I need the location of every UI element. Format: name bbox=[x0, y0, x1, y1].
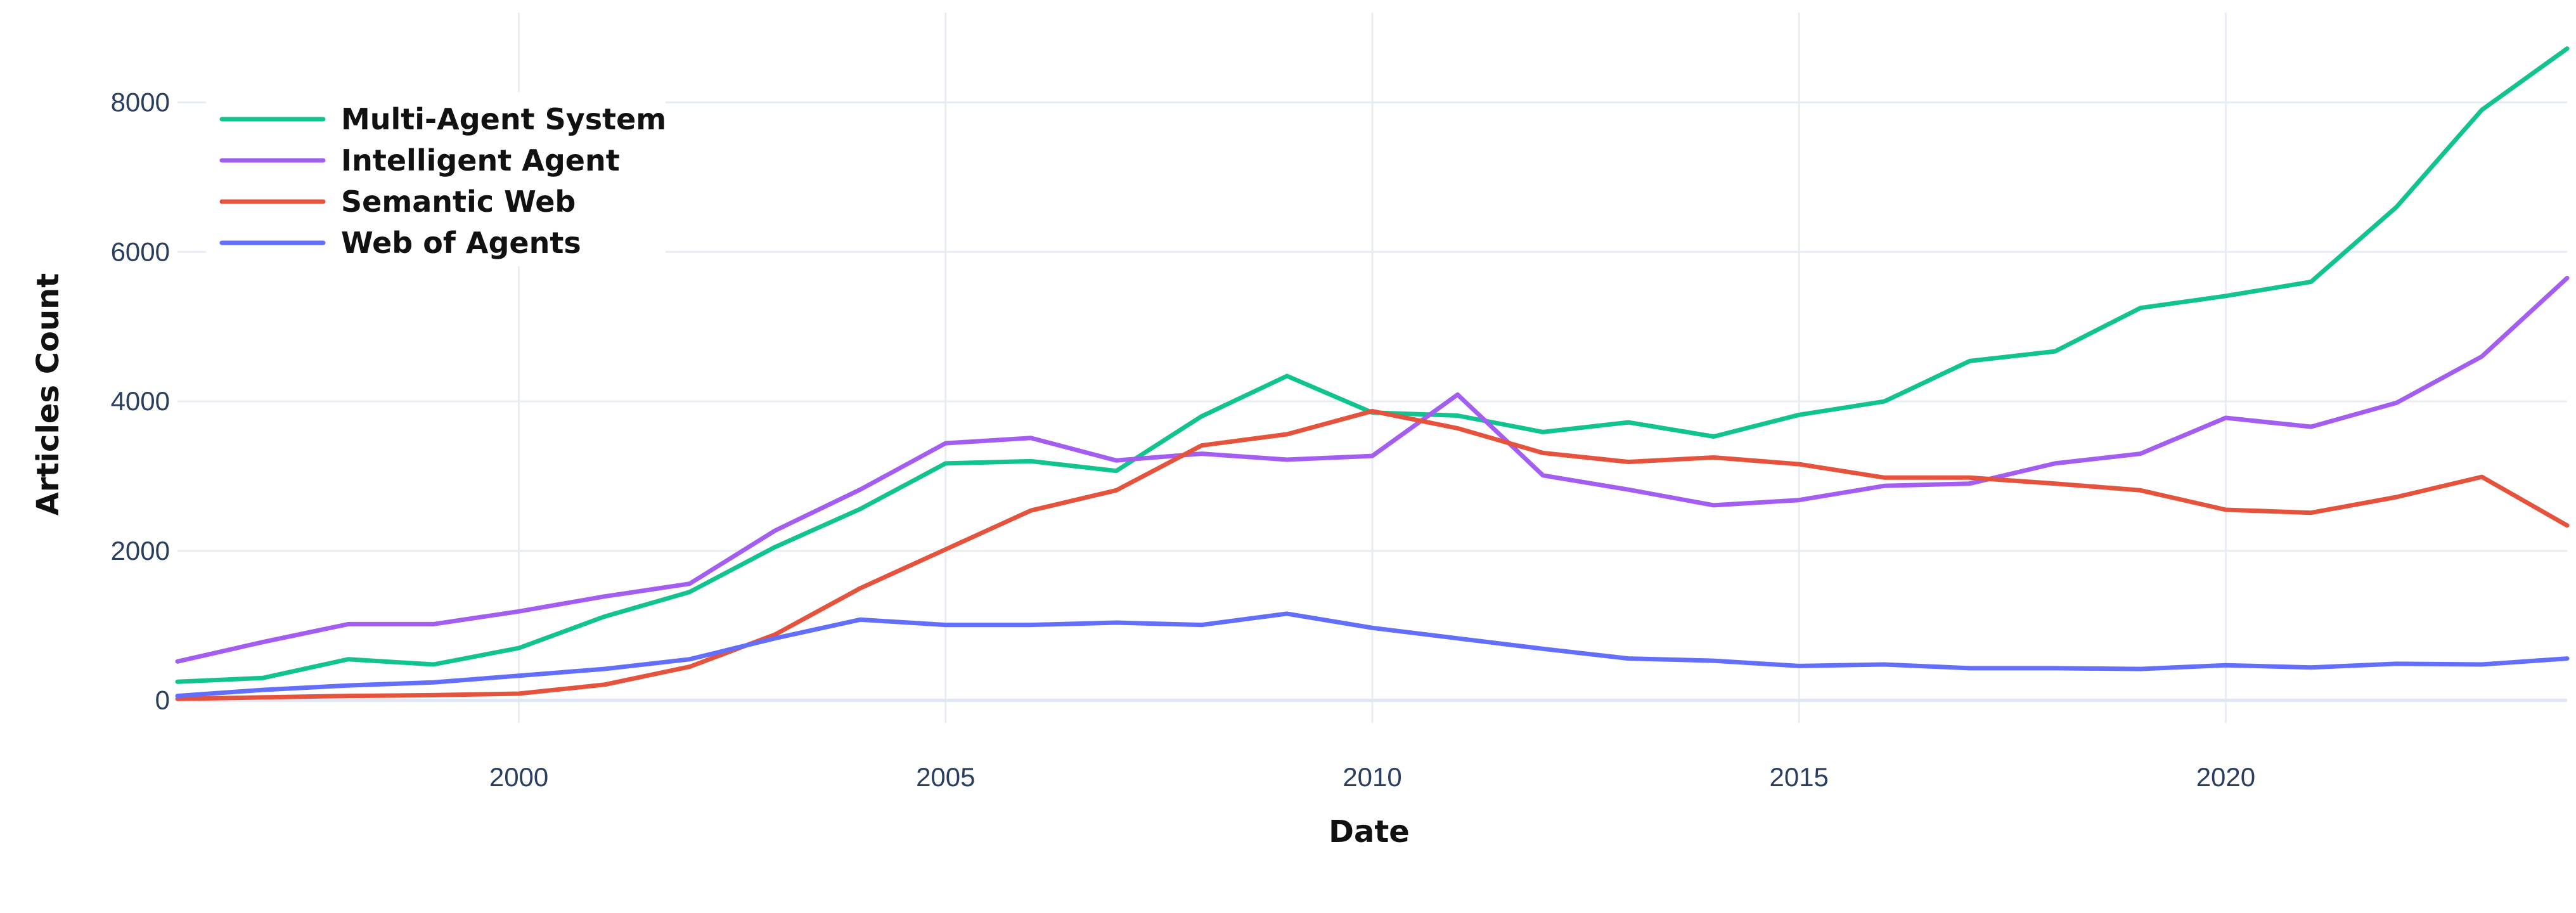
x-tick-label: 2020 bbox=[2196, 762, 2255, 792]
y-tick-label: 6000 bbox=[111, 236, 170, 266]
grid bbox=[177, 13, 2567, 723]
series-line-web-of-agents bbox=[175, 611, 2570, 699]
legend-label: Multi-Agent System bbox=[341, 102, 666, 136]
y-tick-label: 4000 bbox=[111, 386, 170, 416]
x-tick-label: 2015 bbox=[1769, 762, 1828, 792]
x-axis-ticks: 2000 2005 2010 2015 2020 bbox=[489, 762, 2255, 792]
x-tick-label: 2000 bbox=[489, 762, 548, 792]
y-tick-label: 0 bbox=[155, 685, 170, 715]
legend: Multi-Agent System Intelligent Agent Seman… bbox=[206, 92, 666, 266]
series-lines bbox=[175, 46, 2570, 701]
legend-label: Web of Agents bbox=[341, 226, 581, 260]
y-axis-title: Articles Count bbox=[30, 273, 66, 515]
legend-label: Semantic Web bbox=[341, 185, 576, 219]
y-axis-ticks: 0 2000 4000 6000 8000 bbox=[111, 87, 170, 715]
legend-label: Intelligent Agent bbox=[341, 143, 620, 178]
y-tick-label: 2000 bbox=[111, 536, 170, 566]
series-line-semantic-web bbox=[175, 408, 2570, 701]
y-tick-label: 8000 bbox=[111, 87, 170, 117]
series-line-intelligent-agent bbox=[175, 276, 2570, 664]
x-tick-label: 2005 bbox=[916, 762, 975, 792]
x-axis-title: Date bbox=[1329, 814, 1410, 850]
x-tick-label: 2010 bbox=[1343, 762, 1401, 792]
